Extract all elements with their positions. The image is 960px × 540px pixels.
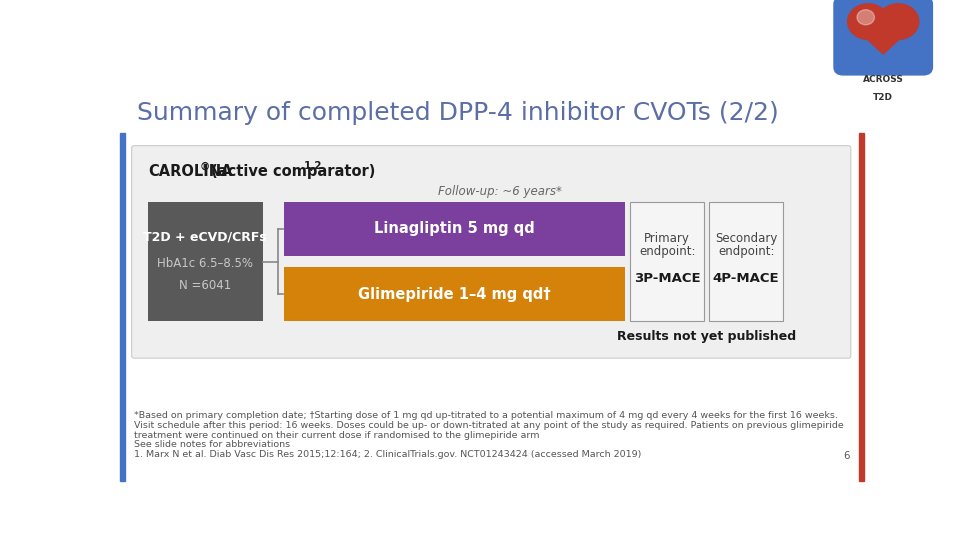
Text: (active comparator): (active comparator) <box>206 164 375 179</box>
Text: endpoint:: endpoint: <box>639 245 695 259</box>
Text: *Based on primary completion date; †Starting dose of 1 mg qd up-titrated to a po: *Based on primary completion date; †Star… <box>134 411 838 420</box>
Bar <box>284 202 625 256</box>
Text: 1. Marx N et al. Diab Vasc Dis Res 2015;12:164; 2. ClinicalTrials.gov. NCT012434: 1. Marx N et al. Diab Vasc Dis Res 2015;… <box>134 450 641 459</box>
Text: HbA1c 6.5–8.5%: HbA1c 6.5–8.5% <box>157 257 253 270</box>
Text: 3P-MACE: 3P-MACE <box>634 272 701 285</box>
Text: Results not yet published: Results not yet published <box>617 330 796 343</box>
Bar <box>284 256 625 267</box>
Text: 4P-MACE: 4P-MACE <box>713 272 780 285</box>
Text: endpoint:: endpoint: <box>718 245 775 259</box>
Bar <box>120 132 126 481</box>
Polygon shape <box>849 22 918 54</box>
Circle shape <box>877 4 919 39</box>
Text: CAROLINA: CAROLINA <box>148 164 232 179</box>
Circle shape <box>848 4 889 39</box>
Bar <box>630 202 705 321</box>
Text: Secondary: Secondary <box>715 232 778 245</box>
Text: Visit schedule after this period: 16 weeks. Doses could be up- or down-titrated : Visit schedule after this period: 16 wee… <box>134 421 844 430</box>
Text: Primary: Primary <box>644 232 690 245</box>
Text: Glimepiride 1–4 mg qd†: Glimepiride 1–4 mg qd† <box>358 287 551 302</box>
Bar <box>709 202 783 321</box>
Text: treatment were continued on their current dose if randomised to the glimepiride : treatment were continued on their curren… <box>134 430 540 440</box>
Text: 6: 6 <box>844 451 850 461</box>
Text: T2D: T2D <box>874 93 893 102</box>
Text: Linagliptin 5 mg qd: Linagliptin 5 mg qd <box>374 221 535 237</box>
Bar <box>284 267 625 321</box>
Text: Follow-up: ~6 years*: Follow-up: ~6 years* <box>438 185 562 198</box>
Text: 1,2: 1,2 <box>303 161 323 171</box>
Text: See slide notes for abbreviations: See slide notes for abbreviations <box>134 440 290 449</box>
FancyBboxPatch shape <box>132 146 851 358</box>
Text: ACROSS: ACROSS <box>863 76 903 84</box>
Text: Summary of completed DPP-4 inhibitor CVOTs (2/2): Summary of completed DPP-4 inhibitor CVO… <box>137 100 779 125</box>
Text: ®: ® <box>200 161 210 171</box>
Bar <box>148 202 263 321</box>
Circle shape <box>857 10 875 25</box>
FancyBboxPatch shape <box>833 0 933 76</box>
Bar <box>858 132 864 481</box>
Text: N =6041: N =6041 <box>180 279 231 292</box>
Text: T2D + eCVD/CRFs: T2D + eCVD/CRFs <box>143 231 267 244</box>
